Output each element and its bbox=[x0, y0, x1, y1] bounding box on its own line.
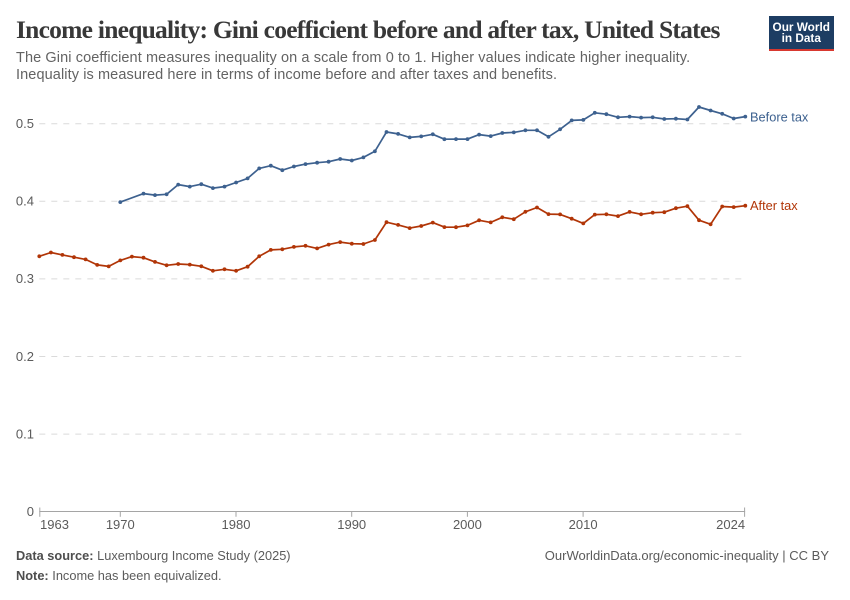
svg-text:1990: 1990 bbox=[337, 517, 366, 532]
svg-text:1963: 1963 bbox=[40, 517, 69, 532]
svg-text:0.4: 0.4 bbox=[16, 194, 34, 209]
svg-text:1980: 1980 bbox=[222, 517, 251, 532]
svg-text:1970: 1970 bbox=[106, 517, 135, 532]
svg-text:0.1: 0.1 bbox=[16, 426, 34, 441]
svg-text:0.5: 0.5 bbox=[16, 116, 34, 131]
svg-text:Before tax: Before tax bbox=[750, 109, 809, 124]
svg-text:0.3: 0.3 bbox=[16, 271, 34, 286]
svg-text:2000: 2000 bbox=[453, 517, 482, 532]
svg-text:After tax: After tax bbox=[750, 198, 798, 213]
svg-text:0.2: 0.2 bbox=[16, 349, 34, 364]
svg-text:2024: 2024 bbox=[716, 517, 745, 532]
svg-text:2010: 2010 bbox=[569, 517, 598, 532]
svg-text:0: 0 bbox=[27, 504, 34, 519]
